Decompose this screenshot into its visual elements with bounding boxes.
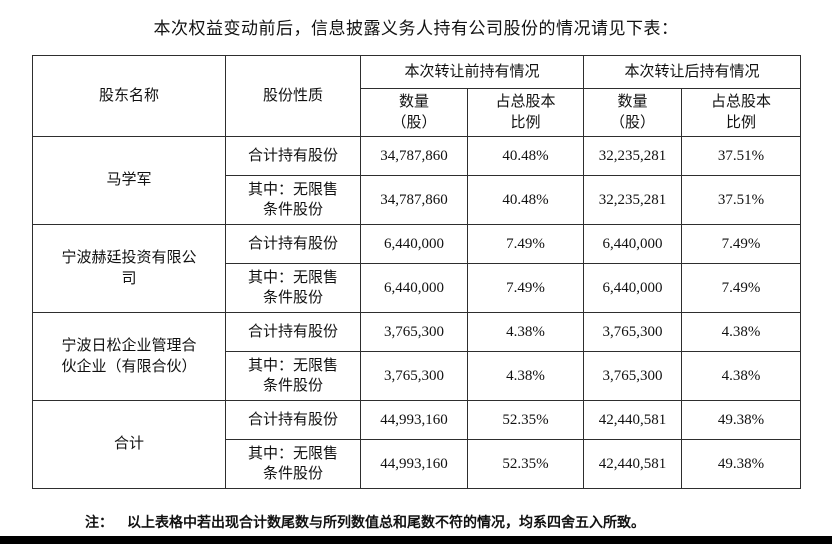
col-header-shareholder: 股东名称 [32,55,226,137]
table-row-total: 其中：无限售 条件股份 44,993,160 52.35% 42,440,581… [33,439,802,489]
before-pct: 4.38% [466,351,585,401]
before-pct: 4.38% [466,312,585,352]
col-header-before-group: 本次转让前持有情况 [359,55,585,89]
table-row: 马学军 合计持有股份 34,787,860 40.48% 32,235,281 … [32,136,802,225]
before-qty: 34,787,860 [360,175,468,225]
before-qty: 34,787,860 [360,136,468,176]
after-qty: 3,765,300 [583,312,683,352]
before-qty: 3,765,300 [360,351,468,401]
share-nature-label: 其中：无限售 条件股份 [225,175,361,225]
col-header-before-qty: 数量 （股） [360,88,468,137]
col-header-before-pct: 占总股本 比例 [466,88,585,137]
before-qty: 3,765,300 [360,312,468,352]
shareholder-name: 宁波赫廷投资有限公 司 [32,224,226,313]
before-pct: 40.48% [466,136,585,176]
before-qty: 44,993,160 [360,439,468,489]
after-pct: 49.38% [681,400,802,440]
col-header-after-qty: 数量 （股） [583,88,683,137]
header-row-groups: 股东名称 股份性质 本次转让前持有情况 本次转让后持有情况 [32,55,802,137]
before-pct: 52.35% [466,439,585,489]
footnote: 注： 以上表格中若出现合计数尾数与所列数值总和尾数不符的情况，均系四舍五入所致。 [85,512,805,532]
before-pct: 7.49% [466,263,585,313]
before-pct: 7.49% [466,224,585,264]
after-qty: 6,440,000 [583,263,683,313]
share-nature-label: 合计持有股份 [225,312,361,352]
table-row: 宁波赫廷投资有限公 司 合计持有股份 6,440,000 7.49% 6,440… [32,224,802,313]
share-nature-label: 其中：无限售 条件股份 [225,439,361,489]
share-nature-label: 合计持有股份 [225,400,361,440]
after-pct: 7.49% [681,224,802,264]
shareholder-name-total: 合计 [32,400,226,489]
after-qty: 42,440,581 [583,439,683,489]
shareholder-name: 宁波日松企业管理合 伙企业（有限合伙） [32,312,226,401]
bottom-page-divider [0,536,832,544]
after-qty: 42,440,581 [583,400,683,440]
after-pct: 7.49% [681,263,802,313]
col-header-after-pct: 占总股本 比例 [681,88,802,137]
after-qty: 32,235,281 [583,136,683,176]
page-title: 本次权益变动前后，信息披露义务人持有公司股份的情况请见下表： [153,19,679,38]
share-nature-label: 合计持有股份 [225,136,361,176]
before-qty: 44,993,160 [360,400,468,440]
after-qty: 32,235,281 [583,175,683,225]
share-nature-label: 合计持有股份 [225,224,361,264]
header-row-subcolumns: 数量 （股） 占总股本 比例 数量 （股） 占总股本 比例 [33,88,802,137]
after-qty: 3,765,300 [583,351,683,401]
before-qty: 6,440,000 [360,263,468,313]
before-qty: 6,440,000 [360,224,468,264]
table-row-total: 合计 合计持有股份 44,993,160 52.35% 42,440,581 4… [32,400,802,489]
before-pct: 52.35% [466,400,585,440]
footnote-prefix: 注： [85,516,113,531]
after-pct: 37.51% [681,136,802,176]
holdings-table: 股东名称 股份性质 本次转让前持有情况 本次转让后持有情况 数量 （股） 占总股… [32,55,802,489]
col-header-share-nature: 股份性质 [225,55,361,137]
share-nature-label: 其中：无限售 条件股份 [225,263,361,313]
after-qty: 6,440,000 [583,224,683,264]
after-pct: 49.38% [681,439,802,489]
shareholder-name: 马学军 [32,136,226,225]
table-row: 宁波日松企业管理合 伙企业（有限合伙） 合计持有股份 3,765,300 4.3… [32,312,802,401]
after-pct: 4.38% [681,351,802,401]
table-row: 其中：无限售 条件股份 34,787,860 40.48% 32,235,281… [33,175,802,225]
share-nature-label: 其中：无限售 条件股份 [225,351,361,401]
table-row: 其中：无限售 条件股份 6,440,000 7.49% 6,440,000 7.… [33,263,802,313]
after-pct: 37.51% [681,175,802,225]
before-pct: 40.48% [466,175,585,225]
footnote-text: 以上表格中若出现合计数尾数与所列数值总和尾数不符的情况，均系四舍五入所致。 [127,516,645,531]
col-header-after-group: 本次转让后持有情况 [583,55,802,89]
after-pct: 4.38% [681,312,802,352]
